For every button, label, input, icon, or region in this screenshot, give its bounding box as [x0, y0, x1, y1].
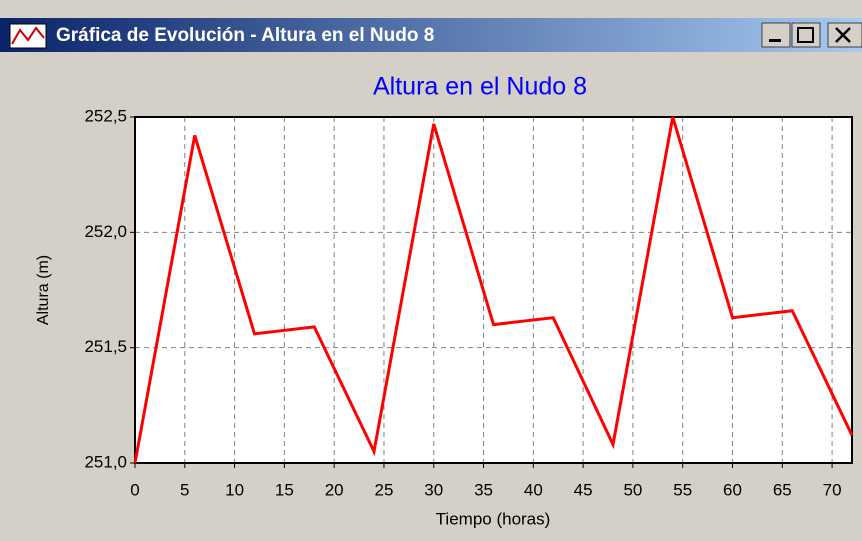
x-tick-label: 0 — [130, 480, 139, 499]
close-button[interactable] — [827, 22, 862, 48]
y-tick-label: 251,5 — [84, 337, 127, 356]
x-tick-label: 60 — [723, 480, 742, 499]
x-tick-label: 40 — [524, 480, 543, 499]
x-axis-label: Tiempo (horas) — [436, 509, 551, 528]
y-tick-label: 252,0 — [84, 222, 127, 241]
x-tick-label: 65 — [773, 480, 792, 499]
window-icon — [9, 23, 47, 49]
y-tick-label: 252,5 — [84, 106, 127, 125]
maximize-button[interactable] — [791, 22, 821, 48]
x-tick-label: 20 — [325, 480, 344, 499]
x-tick-label: 10 — [225, 480, 244, 499]
title-bar — [0, 18, 862, 52]
x-tick-label: 45 — [574, 480, 593, 499]
minimize-button[interactable] — [761, 22, 791, 48]
x-tick-label: 25 — [374, 480, 393, 499]
window-title: Gráfica de Evolución - Altura en el Nudo… — [56, 25, 434, 46]
x-tick-label: 5 — [180, 480, 189, 499]
x-tick-label: 50 — [623, 480, 642, 499]
chart-title: Altura en el Nudo 8 — [373, 73, 587, 101]
y-tick-label: 251,0 — [84, 452, 127, 471]
x-tick-label: 30 — [424, 480, 443, 499]
x-tick-label: 35 — [474, 480, 493, 499]
x-tick-label: 15 — [275, 480, 294, 499]
plot-frame — [134, 116, 853, 464]
x-tick-label: 55 — [673, 480, 692, 499]
data-line — [133, 116, 854, 464]
x-tick-label: 70 — [823, 480, 842, 499]
y-axis-label: Altura (m) — [35, 255, 52, 325]
